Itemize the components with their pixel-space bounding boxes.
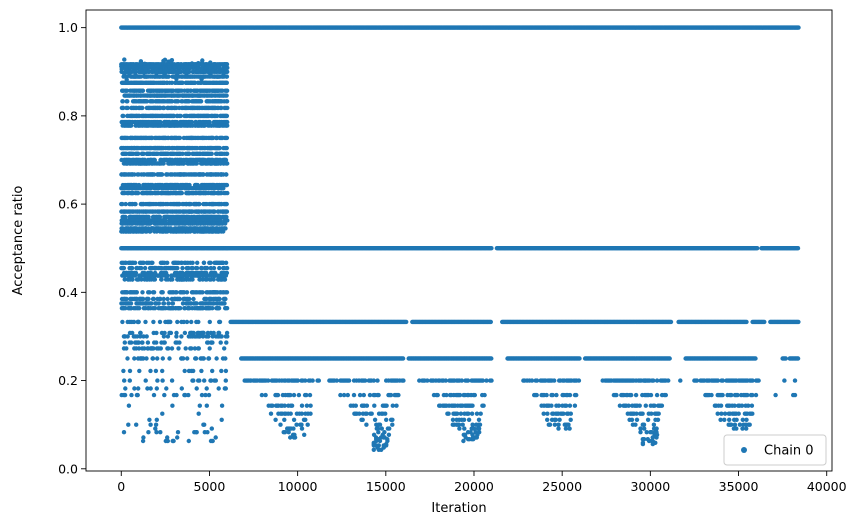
- data-point: [179, 190, 184, 196]
- data-point: [197, 201, 202, 207]
- data-point: [795, 356, 801, 361]
- data-point: [667, 356, 672, 361]
- data-point: [140, 105, 145, 111]
- data-point: [404, 319, 409, 325]
- data-point: [795, 246, 801, 251]
- data-point: [224, 93, 229, 98]
- data-point: [217, 145, 222, 151]
- data-point: [762, 319, 767, 325]
- data-point: [668, 319, 674, 325]
- data-point: [209, 151, 214, 156]
- data-point: [135, 190, 141, 196]
- data-point: [198, 99, 204, 104]
- data-point: [796, 25, 801, 30]
- data-point: [224, 99, 230, 104]
- data-point: [121, 113, 126, 119]
- data-points: [119, 25, 801, 452]
- data-point: [166, 74, 171, 79]
- data-point: [225, 161, 230, 166]
- data-point: [224, 201, 229, 207]
- data-point: [224, 151, 230, 156]
- data-point: [224, 113, 230, 119]
- data-point: [120, 99, 126, 104]
- data-point: [225, 105, 230, 111]
- data-point: [221, 186, 226, 191]
- data-point: [177, 135, 183, 141]
- data-point: [224, 145, 229, 151]
- data-point: [140, 88, 146, 93]
- data-point: [123, 201, 128, 207]
- data-point: [224, 88, 230, 93]
- data-point: [224, 182, 230, 188]
- data-point: [753, 356, 758, 361]
- data-point: [489, 246, 494, 251]
- data-point: [224, 172, 229, 177]
- data-point: [755, 246, 760, 251]
- data-point: [796, 319, 801, 325]
- data-point: [159, 172, 165, 177]
- data-point: [224, 209, 230, 214]
- data-point: [225, 190, 230, 196]
- data-point: [783, 356, 788, 361]
- data-point: [744, 319, 749, 325]
- data-point: [577, 356, 582, 361]
- data-point: [489, 356, 494, 361]
- data-point: [224, 80, 229, 86]
- data-point: [161, 161, 166, 166]
- data-point: [488, 319, 493, 325]
- data-point: [133, 201, 138, 207]
- data-point: [125, 99, 130, 104]
- data-point: [225, 123, 230, 128]
- data-point: [129, 123, 134, 128]
- data-point: [224, 135, 230, 141]
- data-point: [178, 113, 183, 119]
- data-point: [194, 161, 199, 166]
- data-point: [400, 356, 406, 361]
